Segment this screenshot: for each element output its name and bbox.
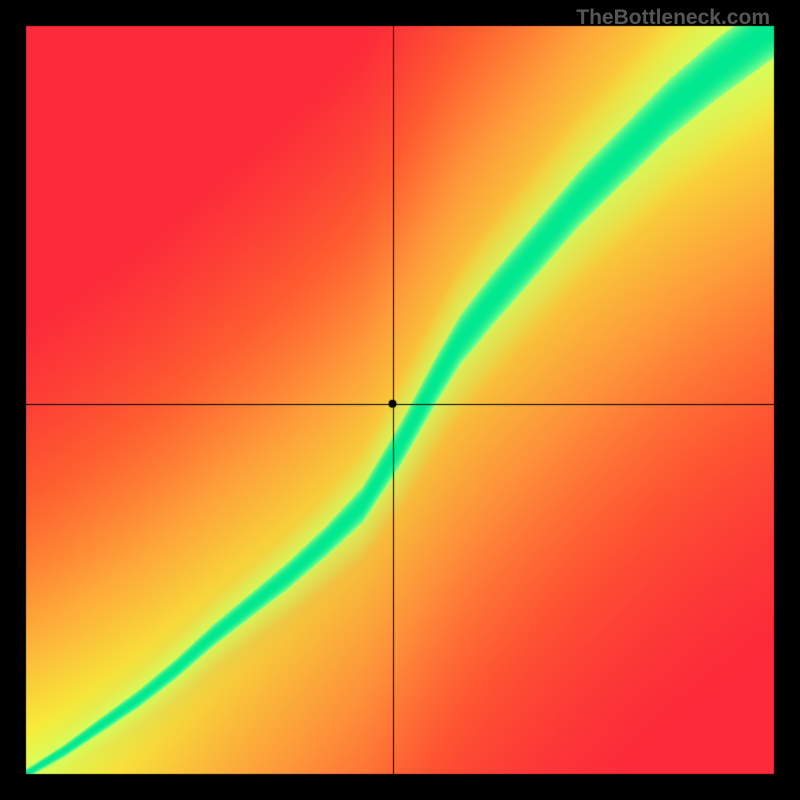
watermark-text: TheBottleneck.com [576, 6, 770, 30]
bottleneck-heatmap [0, 0, 800, 800]
heatmap-container: TheBottleneck.com [0, 0, 800, 800]
